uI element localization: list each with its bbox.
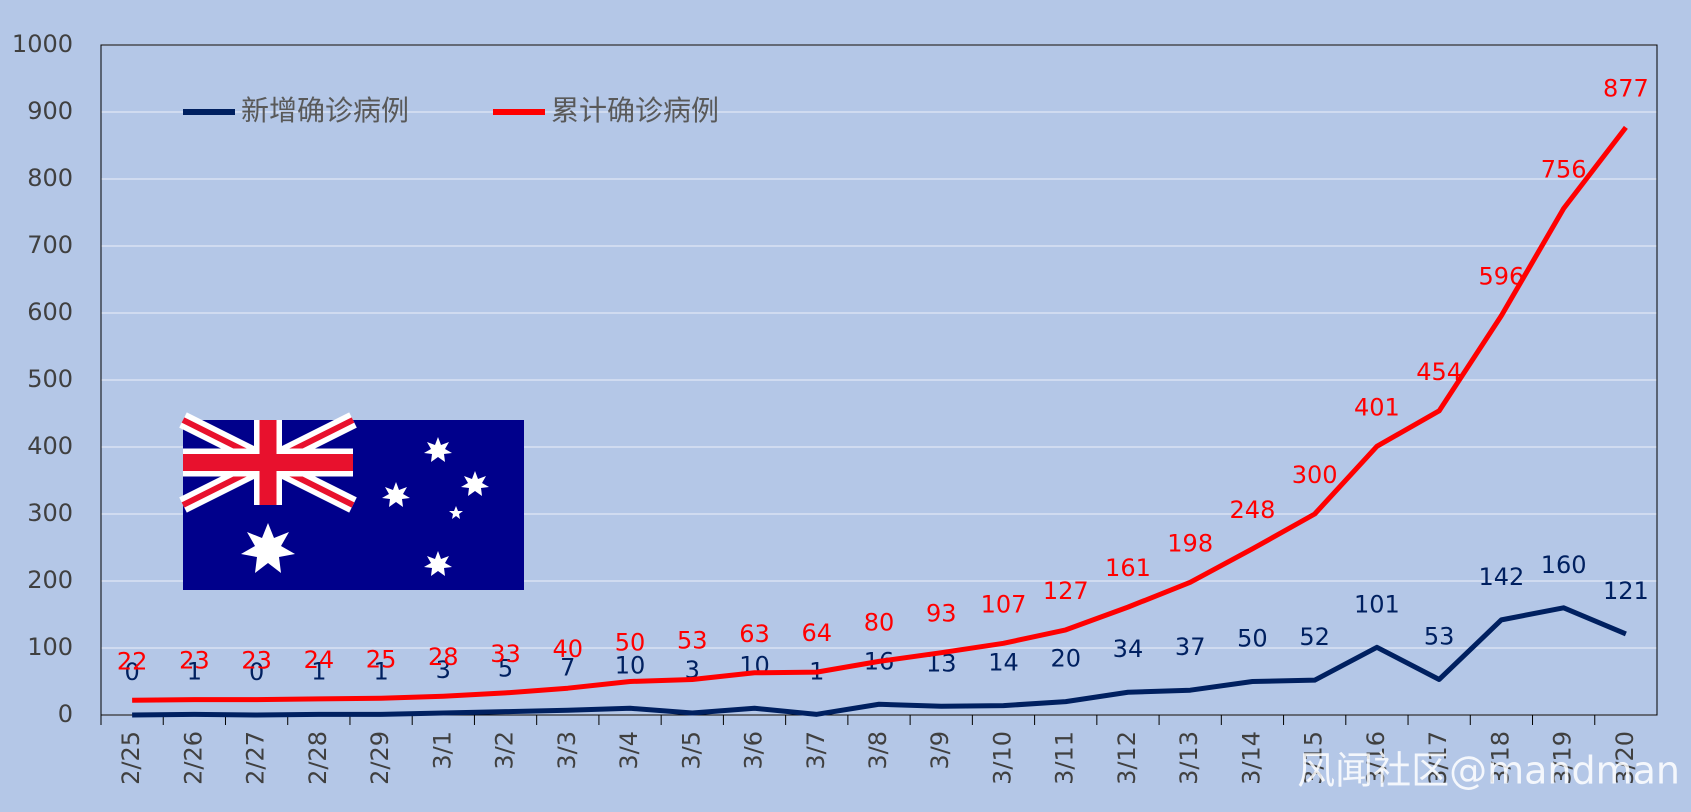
data-label: 160	[1541, 551, 1587, 579]
y-tick-label: 500	[27, 365, 73, 393]
data-label: 37	[1175, 633, 1206, 661]
x-tick-label: 3/5	[677, 731, 705, 770]
data-label: 50	[615, 629, 646, 657]
y-tick-label: 400	[27, 432, 73, 460]
y-tick-label: 700	[27, 231, 73, 259]
data-label: 23	[179, 647, 210, 675]
data-label: 1	[187, 657, 202, 685]
data-label: 454	[1416, 358, 1462, 386]
data-label: 1	[311, 657, 326, 685]
data-label: 63	[739, 620, 770, 648]
data-label: 161	[1105, 554, 1151, 582]
x-tick-label: 2/27	[242, 731, 270, 785]
data-label: 142	[1478, 563, 1524, 591]
y-tick-label: 300	[27, 499, 73, 527]
data-label: 1	[373, 657, 388, 685]
data-label: 25	[366, 645, 397, 673]
data-label: 198	[1167, 529, 1213, 557]
plot-frame	[100, 44, 1658, 716]
x-tick-label: 3/7	[802, 731, 830, 770]
x-tick-label: 2/29	[366, 731, 394, 785]
data-label: 53	[677, 626, 708, 654]
y-tick-label: 900	[27, 97, 73, 125]
x-tick-label: 3/17	[1424, 731, 1452, 785]
x-tick-label: 3/10	[988, 731, 1016, 785]
flag	[179, 412, 524, 590]
x-tick-label: 3/16	[1362, 731, 1390, 785]
x-tick-label: 3/14	[1237, 731, 1265, 785]
data-label: 22	[117, 647, 148, 675]
x-tick-label: 3/11	[1051, 731, 1079, 785]
data-label: 107	[981, 590, 1027, 618]
data-label: 7	[560, 653, 575, 681]
data-label: 248	[1230, 496, 1276, 524]
x-tick-label: 3/12	[1113, 731, 1141, 785]
x-tick-label: 3/6	[740, 731, 768, 770]
data-label: 53	[1424, 622, 1455, 650]
y-tick-label: 200	[27, 566, 73, 594]
legend-label: 累计确诊病例	[551, 94, 719, 127]
data-label: 596	[1478, 263, 1524, 291]
x-tick-label: 3/15	[1300, 731, 1328, 785]
data-label: 5	[498, 655, 513, 683]
data-label: 3	[436, 656, 451, 684]
y-tick-label: 600	[27, 298, 73, 326]
y-tick-label: 0	[58, 700, 73, 728]
x-tick-label: 3/19	[1549, 731, 1577, 785]
data-label: 64	[801, 619, 832, 647]
watermark: 风闻社区@mandman	[1297, 749, 1680, 793]
data-label: 50	[1237, 625, 1268, 653]
y-tick-label: 1000	[12, 30, 73, 58]
data-label: 28	[428, 643, 459, 671]
x-tick-label: 3/9	[926, 731, 954, 770]
y-tick-label: 100	[27, 633, 73, 661]
data-label: 127	[1043, 577, 1089, 605]
data-label: 40	[553, 635, 584, 663]
data-label: 877	[1603, 74, 1649, 102]
data-label: 101	[1354, 590, 1400, 618]
x-tick-label: 3/8	[864, 731, 892, 770]
data-label: 20	[1050, 645, 1081, 673]
data-label: 24	[304, 646, 335, 674]
line	[132, 125, 1628, 703]
data-label: 300	[1292, 461, 1338, 489]
data-label: 23	[241, 647, 272, 675]
legend-label: 新增确诊病例	[241, 94, 409, 127]
y-tick-label: 800	[27, 164, 73, 192]
data-label: 52	[1299, 623, 1330, 651]
x-tick-label: 3/13	[1175, 731, 1203, 785]
data-label: 80	[864, 608, 895, 636]
data-label: 756	[1541, 155, 1587, 183]
x-tick-label: 3/4	[615, 731, 643, 770]
x-tick-label: 2/26	[179, 731, 207, 785]
x-tick-label: 2/25	[117, 731, 145, 785]
x-tick-label: 3/2	[491, 731, 519, 770]
line	[132, 605, 1627, 718]
data-label: 10	[615, 651, 646, 679]
x-tick-label: 2/28	[304, 731, 332, 785]
x-tick-label: 3/20	[1611, 731, 1639, 785]
data-label: 121	[1603, 577, 1649, 605]
data-label: 0	[249, 658, 264, 686]
x-tick-label: 3/18	[1486, 731, 1514, 785]
data-label: 34	[1113, 635, 1144, 663]
x-tick-label: 3/3	[553, 731, 581, 770]
data-label: 0	[124, 658, 139, 686]
data-label: 93	[926, 600, 957, 628]
data-label: 14	[988, 649, 1019, 677]
data-label: 401	[1354, 393, 1400, 421]
x-tick-label: 3/1	[428, 731, 456, 770]
data-label: 33	[490, 640, 521, 668]
